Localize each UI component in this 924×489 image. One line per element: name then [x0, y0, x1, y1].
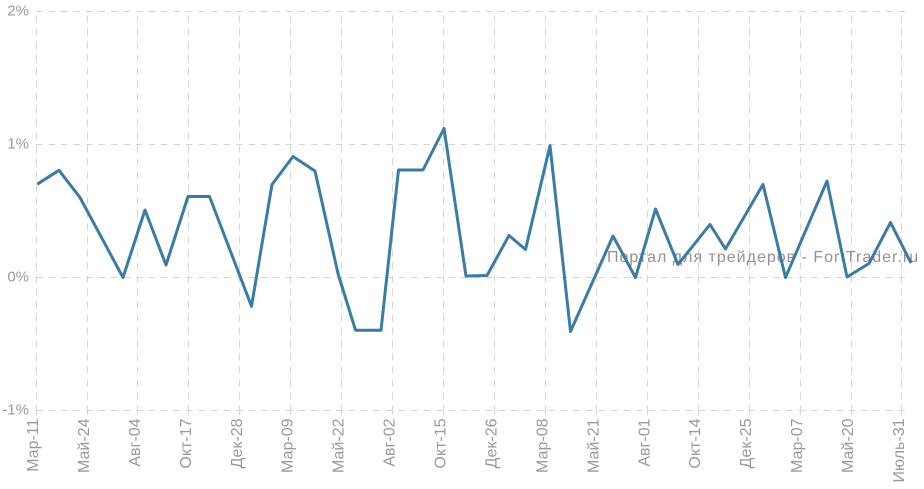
svg-text:Авг-04: Авг-04 [127, 418, 144, 466]
svg-text:Июль-31: Июль-31 [891, 418, 908, 482]
svg-text:Окт-17: Окт-17 [178, 418, 195, 468]
svg-text:Мар-08: Мар-08 [534, 418, 551, 473]
svg-text:2%: 2% [7, 3, 29, 20]
svg-text:-1%: -1% [2, 402, 29, 419]
svg-text:Окт-15: Окт-15 [433, 418, 450, 468]
svg-text:Мар-11: Мар-11 [25, 418, 42, 471]
svg-text:Май-21: Май-21 [585, 418, 602, 473]
svg-text:1%: 1% [7, 136, 29, 153]
svg-text:Мар-09: Мар-09 [280, 418, 297, 473]
svg-text:Окт-14: Окт-14 [687, 418, 704, 468]
svg-text:Май-24: Май-24 [76, 418, 93, 473]
svg-text:0%: 0% [7, 269, 29, 286]
svg-text:Мар-07: Мар-07 [789, 418, 806, 473]
svg-text:Авг-01: Авг-01 [636, 418, 653, 466]
svg-text:Май-22: Май-22 [331, 418, 348, 473]
svg-text:Дек-26: Дек-26 [484, 418, 501, 468]
svg-text:Дек-28: Дек-28 [229, 418, 246, 468]
svg-text:Дек-25: Дек-25 [738, 418, 755, 468]
svg-text:Портал для трейдеров - FortTra: Портал для трейдеров - FortTrader.ru [607, 249, 919, 266]
svg-text:Авг-02: Авг-02 [382, 418, 399, 466]
svg-text:Май-20: Май-20 [840, 418, 857, 473]
